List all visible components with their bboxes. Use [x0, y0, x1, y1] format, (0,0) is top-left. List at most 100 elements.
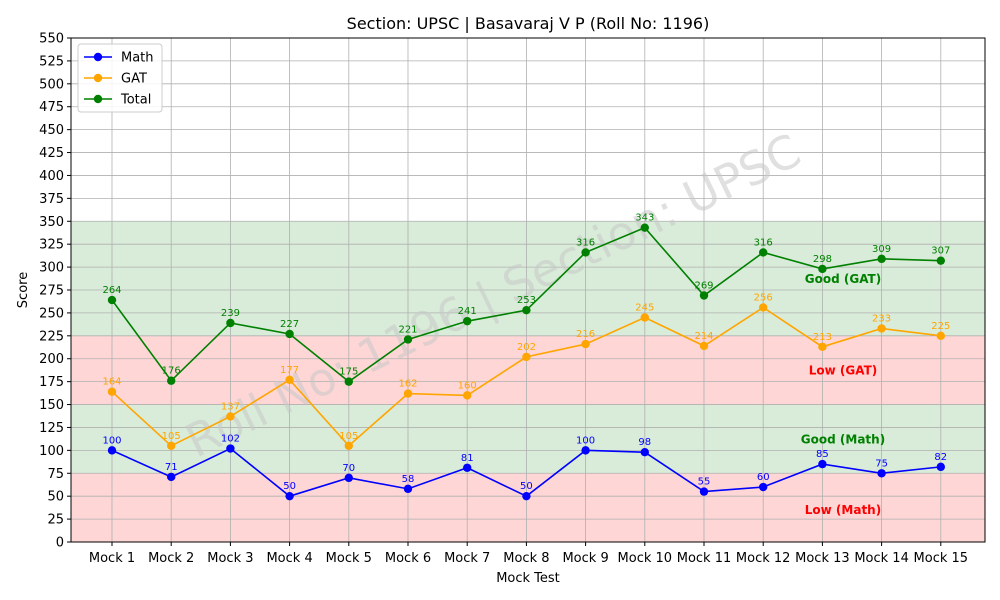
total-point [581, 248, 590, 257]
x-tick-label: Mock 6 [385, 551, 431, 566]
y-tick-label: 350 [39, 215, 64, 230]
y-tick-label: 0 [56, 536, 64, 551]
band-label: Good (GAT) [805, 272, 881, 286]
y-tick-label: 275 [39, 284, 64, 299]
y-axis-ticks: 0 25 50 75 100 125 150 175 200 225 250 275 300 325 350… [39, 32, 71, 551]
y-tick-label: 25 [47, 513, 64, 528]
gat-point [522, 352, 531, 362]
gat-data-label: 245 [635, 302, 654, 313]
band-2 [71, 335, 985, 405]
y-tick-label: 100 [39, 444, 64, 459]
gat-data-label: 105 [339, 431, 358, 442]
gat-data-label: 225 [931, 321, 950, 332]
total-data-label: 269 [694, 280, 713, 291]
math-point [877, 469, 886, 478]
gat-point [403, 389, 413, 398]
legend-math-label: Math [121, 51, 154, 66]
y-tick-label: 150 [39, 398, 64, 413]
math-point [167, 472, 176, 482]
x-tick-label: Mock 14 [854, 551, 909, 566]
math-data-label: 58 [402, 474, 415, 485]
math-data-label: 60 [757, 472, 770, 483]
total-data-label: 264 [102, 285, 121, 296]
x-tick-label: Mock 15 [914, 551, 969, 566]
math-point [581, 446, 590, 455]
gat-data-label: 216 [576, 329, 595, 340]
gat-point [640, 313, 649, 322]
total-point [877, 254, 886, 264]
total-data-label: 176 [162, 366, 181, 377]
math-data-label: 50 [283, 481, 296, 492]
math-point [226, 444, 235, 453]
score-bands [71, 221, 985, 542]
gat-data-label: 160 [458, 380, 477, 391]
y-tick-label: 50 [47, 490, 64, 505]
gat-data-label: 214 [694, 331, 713, 342]
math-point [463, 463, 472, 472]
x-tick-label: Mock 11 [677, 551, 732, 566]
gat-point [226, 412, 235, 421]
y-tick-label: 225 [39, 329, 64, 344]
math-data-label: 50 [520, 481, 533, 492]
legend: Math GAT Total [77, 43, 163, 113]
total-point [403, 335, 413, 344]
x-tick-label: Mock 7 [444, 551, 490, 566]
band-label: Low (Math) [805, 503, 881, 517]
total-data-label: 307 [931, 246, 950, 257]
gat-point [936, 331, 945, 341]
gat-data-label: 233 [872, 313, 891, 324]
gat-point [877, 324, 886, 333]
x-axis-ticks: Mock 1 Mock 2 Mock 3 Mock 4 Mock 5 Mock 6 Mock… [89, 542, 968, 566]
gat-point [463, 391, 472, 400]
total-point [226, 318, 235, 328]
math-point [936, 462, 945, 472]
y-tick-label: 75 [47, 467, 64, 482]
total-data-label: 298 [813, 254, 832, 265]
gat-point [285, 375, 294, 385]
math-data-label: 70 [342, 463, 355, 474]
math-point [285, 491, 294, 501]
y-tick-label: 300 [39, 261, 64, 276]
total-point [759, 248, 768, 257]
math-data-label: 98 [638, 437, 651, 448]
y-tick-label: 175 [39, 375, 64, 390]
legend-total-label: Total [120, 93, 151, 108]
y-tick-label: 500 [39, 77, 64, 92]
math-point [759, 482, 768, 492]
y-tick-label: 125 [39, 421, 64, 436]
y-tick-label: 475 [39, 100, 64, 115]
math-data-label: 55 [698, 477, 711, 488]
math-point [522, 491, 531, 501]
gat-data-label: 164 [102, 377, 121, 388]
total-data-label: 241 [458, 306, 477, 317]
math-point [344, 473, 353, 483]
legend-math-marker [93, 52, 103, 62]
math-data-label: 100 [576, 435, 595, 446]
legend-gat-label: GAT [121, 72, 147, 87]
y-tick-label: 450 [39, 123, 64, 138]
math-data-label: 102 [221, 434, 240, 445]
total-point [167, 376, 176, 385]
x-tick-label: Mock 3 [207, 551, 253, 566]
total-point [107, 295, 117, 305]
math-point [818, 459, 827, 469]
total-data-label: 316 [754, 237, 773, 248]
band-label: Good (Math) [801, 432, 885, 446]
total-data-label: 221 [398, 324, 417, 335]
x-tick-label: Mock 4 [266, 551, 312, 566]
x-tick-label: Mock 13 [795, 551, 850, 566]
y-axis-title: Score [16, 272, 31, 308]
y-tick-label: 325 [39, 238, 64, 253]
total-data-label: 239 [221, 308, 240, 319]
band-label: Low (GAT) [809, 364, 878, 378]
total-data-label: 253 [517, 295, 536, 306]
y-tick-label: 525 [39, 54, 64, 69]
y-tick-label: 250 [39, 306, 64, 321]
gat-data-label: 256 [754, 292, 773, 303]
gat-data-label: 162 [398, 379, 417, 390]
y-tick-label: 425 [39, 146, 64, 161]
x-tick-label: Mock 2 [148, 551, 194, 566]
math-data-label: 82 [934, 452, 947, 463]
math-point [640, 447, 649, 457]
